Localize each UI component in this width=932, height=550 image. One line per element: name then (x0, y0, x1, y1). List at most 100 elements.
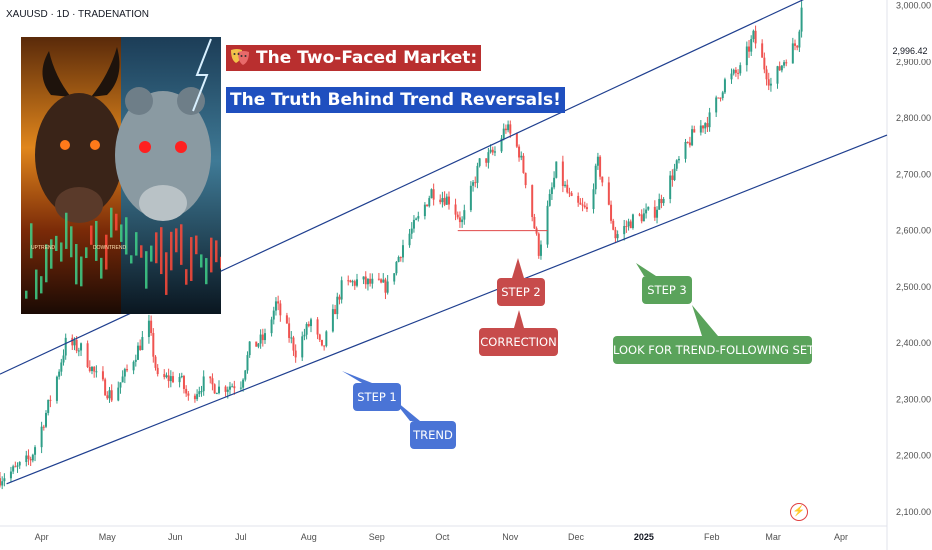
candle-body (445, 196, 448, 205)
candle-body (320, 339, 323, 346)
candle-body (277, 301, 280, 304)
candle-body (502, 128, 505, 139)
candle-body (399, 257, 402, 259)
candle-body (693, 129, 696, 133)
candle-body (141, 337, 144, 350)
candle-body (428, 198, 431, 207)
candle-body (783, 62, 786, 66)
candle-body (384, 279, 387, 293)
illustration-candles (25, 207, 221, 300)
candle-body (73, 339, 76, 346)
candle-body (169, 376, 172, 382)
illustration-candle (60, 242, 63, 262)
candle-body (369, 278, 372, 284)
candle-body (126, 369, 129, 371)
x-tick-label: Dec (568, 532, 585, 542)
theater-masks-icon (230, 48, 250, 66)
candle-body (303, 334, 306, 337)
bull-head-icon (35, 93, 123, 217)
x-tick-label: 2025 (634, 532, 654, 542)
candle-body (610, 204, 613, 221)
candle-body (147, 320, 150, 338)
candle-body (750, 39, 753, 52)
candle-body (739, 65, 742, 74)
candle-body (485, 158, 488, 163)
candle-body (309, 319, 312, 327)
candle-body (531, 185, 534, 217)
candle-body (612, 220, 615, 230)
candle-body (104, 379, 107, 396)
candle-body (594, 165, 597, 190)
candle-body (93, 366, 96, 372)
candle-body (290, 337, 293, 339)
candle-body (474, 182, 477, 184)
price-axis: 3,000.00 2,900.00 2,800.00 2,700.00 2,600.00… (896, 1, 931, 517)
candle-body (349, 280, 352, 283)
candle-body (487, 152, 490, 163)
candle-body (623, 226, 626, 235)
candle-body (778, 66, 781, 71)
candle-body (507, 124, 510, 131)
candle-body (255, 341, 258, 347)
candle-body (478, 158, 481, 166)
flash-icon[interactable]: ⚡ (790, 503, 808, 521)
candle-body (548, 193, 551, 206)
candle-body (316, 319, 319, 335)
illustration-downtrend-label: DOWNTREND (93, 245, 126, 251)
candle-body (730, 73, 733, 80)
candle-body (454, 204, 457, 215)
channel-lower-trendline (6, 134, 888, 485)
candle-body (397, 257, 400, 262)
candle-body (353, 281, 356, 286)
candle-body (163, 374, 166, 378)
candle-body (123, 369, 126, 377)
candle-body (80, 343, 83, 351)
candle-body (577, 195, 580, 203)
candle-body (555, 161, 558, 178)
candle-body (616, 234, 619, 239)
x-tick-label: Sep (369, 532, 385, 542)
candle-body (121, 376, 124, 383)
y-tick-label: 2,700.00 (896, 169, 931, 179)
candle-body (64, 337, 67, 356)
candle-body (669, 175, 672, 199)
bull-horn-left-icon (42, 51, 71, 97)
illustration-candle (80, 256, 83, 287)
candle-body (196, 394, 199, 400)
candle-body (88, 367, 91, 372)
candle-body (688, 142, 691, 146)
candle-body (165, 375, 168, 378)
candle-body (754, 30, 757, 44)
candle-body (441, 197, 444, 203)
time-axis: Apr May Jun Jul Aug Sep Oct Nov Dec 2025 Feb Mar Apr (35, 532, 848, 542)
x-tick-label: Feb (704, 532, 720, 542)
candle-body (139, 345, 142, 350)
symbol-label[interactable]: XAUUSD · 1D · TRADENATION (6, 9, 149, 20)
candle-body (380, 279, 383, 283)
candle-body (1, 481, 4, 486)
illustration-candle (120, 224, 123, 242)
candle-body (198, 391, 201, 395)
candle-body (331, 309, 334, 332)
candle-body (408, 233, 411, 246)
candle-body (800, 7, 803, 32)
candle-body (259, 334, 262, 344)
candle-body (458, 217, 461, 223)
candle-body (539, 244, 542, 256)
illustration-candle (85, 247, 88, 259)
candle-body (395, 261, 398, 274)
candle-body (752, 30, 755, 40)
candle-body (447, 196, 450, 205)
correction-label: CORRECTION (479, 328, 558, 356)
candle-body (638, 214, 641, 216)
candle-body (656, 209, 659, 218)
candle-body (417, 216, 420, 219)
candle-body (443, 197, 446, 205)
candle-body (561, 161, 564, 187)
illustration-candle (215, 240, 218, 263)
candle-body (732, 69, 735, 74)
illustration-candle (185, 269, 188, 285)
candle-body (185, 388, 188, 394)
candle-body (29, 458, 32, 461)
x-tick-label: Nov (502, 532, 519, 542)
